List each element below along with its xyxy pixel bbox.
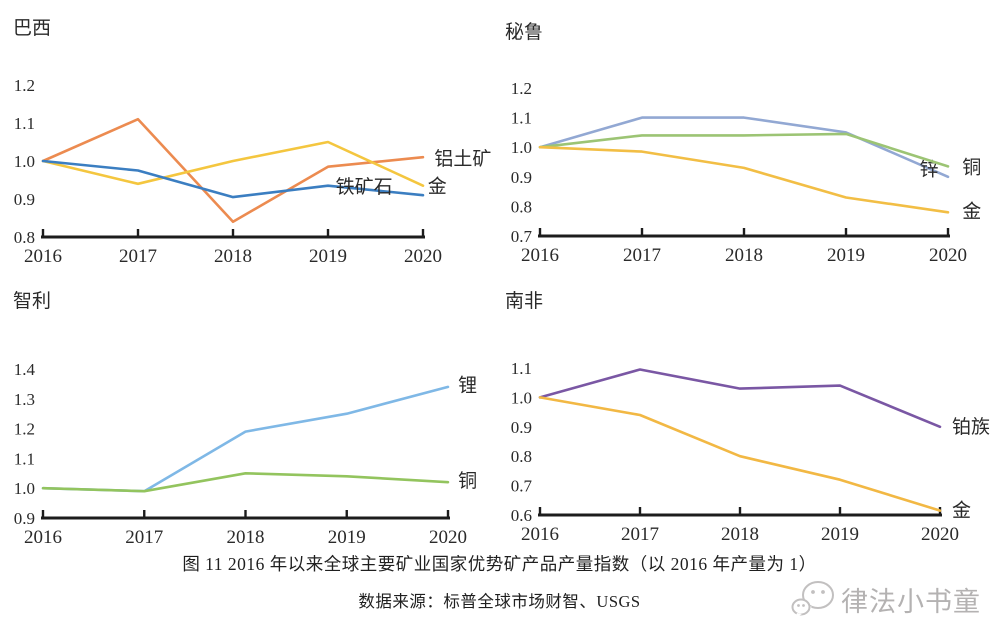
series-label: 铁矿石 xyxy=(336,176,393,198)
y-tick-label: 0.9 xyxy=(14,190,35,209)
y-tick-label: 1.4 xyxy=(14,360,36,379)
y-tick-label: 1.2 xyxy=(511,79,532,98)
y-tick-label: 0.9 xyxy=(511,168,532,187)
brazil-chart-canvas: 巴西 0.8 0.9 1.0 1.1 1.2 2016 2017 2018 2019 2020 铝土矿… xyxy=(13,18,491,267)
series-label: 金 xyxy=(952,500,971,522)
x-tick-label: 2018 xyxy=(725,245,763,266)
series-line xyxy=(538,116,950,179)
series-line xyxy=(538,368,942,429)
chart-chile: 智利 0.9 1.0 1.1 1.2 1.3 1.4 2016 2017 2018 2019 2020… xyxy=(0,285,500,555)
y-tick-label: 1.0 xyxy=(14,152,35,171)
watermark: 律法小书童 xyxy=(790,578,981,620)
series-line xyxy=(538,145,950,214)
chile-chart-canvas: 智利 0.9 1.0 1.1 1.2 1.3 1.4 2016 2017 2018 2019 2020… xyxy=(13,290,477,548)
chart-south-africa: 南非 0.6 0.7 0.8 0.9 1.0 1.1 2016 2017 2018 2019 2020… xyxy=(500,285,999,555)
data-source-caption: 数据来源：标普全球市场财智、USGS xyxy=(358,592,641,611)
chart-brazil: 巴西 0.8 0.9 1.0 1.1 1.2 2016 2017 2018 2019 2020 铝土矿… xyxy=(0,0,500,285)
series-line xyxy=(41,472,450,493)
x-tick-label: 2018 xyxy=(721,524,759,545)
y-tick-label: 1.1 xyxy=(511,109,532,128)
series-line xyxy=(41,140,425,187)
y-tick-label: 0.8 xyxy=(511,447,532,466)
series-label: 锌 xyxy=(919,158,938,180)
y-tick-label: 1.1 xyxy=(14,449,35,468)
figure-caption: 图 11 2016 年以来全球主要矿业国家优势矿产品产量指数（以 2016 年产… xyxy=(182,554,817,574)
chart-title: 南非 xyxy=(505,290,543,312)
y-tick-label: 0.8 xyxy=(511,197,532,216)
x-tick-label: 2017 xyxy=(125,527,163,548)
x-tick-label: 2019 xyxy=(328,527,366,548)
x-tick-label: 2018 xyxy=(227,527,265,548)
peru-chart-canvas: 秘鲁 0.7 0.8 0.9 1.0 1.1 1.2 2016 2017 2018 2019 2020… xyxy=(505,21,981,266)
x-tick-label: 2016 xyxy=(24,527,62,548)
y-tick-label: 1.1 xyxy=(511,359,532,378)
y-tick-label: 0.7 xyxy=(511,477,533,496)
y-tick-label: 1.2 xyxy=(14,420,35,439)
y-tick-label: 1.2 xyxy=(14,76,35,95)
chart-title: 智利 xyxy=(13,290,51,312)
x-tick-label: 2016 xyxy=(24,246,62,267)
y-tick-label: 0.9 xyxy=(14,509,35,528)
y-tick-label: 0.9 xyxy=(511,418,532,437)
x-tick-label: 2020 xyxy=(404,246,442,267)
x-tick-label: 2020 xyxy=(921,524,959,545)
wechat-mascot-icon xyxy=(791,581,834,618)
series-label: 铂族 xyxy=(952,416,990,438)
chart-title: 巴西 xyxy=(13,18,51,39)
series-label: 铝土矿 xyxy=(434,148,491,170)
x-tick-label: 2019 xyxy=(309,246,347,267)
south-africa-chart-canvas: 南非 0.6 0.7 0.8 0.9 1.0 1.1 2016 2017 2018 2019 2020… xyxy=(505,290,990,545)
series-line xyxy=(538,396,942,512)
y-tick-label: 0.6 xyxy=(511,506,532,525)
y-tick-label: 0.7 xyxy=(511,227,533,246)
series-line xyxy=(538,132,950,168)
x-tick-label: 2017 xyxy=(623,245,661,266)
x-tick-label: 2017 xyxy=(621,524,659,545)
y-tick-label: 0.8 xyxy=(14,228,35,247)
x-tick-label: 2018 xyxy=(214,246,252,267)
watermark-text: 律法小书童 xyxy=(841,586,981,617)
series-line xyxy=(41,385,450,493)
x-tick-label: 2020 xyxy=(429,527,467,548)
x-tick-label: 2017 xyxy=(119,246,157,267)
y-tick-label: 1.0 xyxy=(511,388,532,407)
series-label: 铜 xyxy=(962,156,981,178)
series-label: 铜 xyxy=(458,470,477,492)
y-tick-label: 1.1 xyxy=(14,114,35,133)
x-tick-label: 2016 xyxy=(521,245,559,266)
x-tick-label: 2020 xyxy=(929,245,967,266)
x-tick-label: 2019 xyxy=(827,245,865,266)
chart-peru: 秘鲁 0.7 0.8 0.9 1.0 1.1 1.2 2016 2017 2018 2019 2020… xyxy=(500,0,999,285)
y-tick-label: 1.3 xyxy=(14,390,35,409)
series-label: 锂 xyxy=(458,374,477,396)
y-tick-label: 1.0 xyxy=(511,138,532,157)
series-label: 金 xyxy=(428,175,447,197)
series-line xyxy=(41,117,425,224)
x-tick-label: 2019 xyxy=(821,524,859,545)
x-tick-label: 2016 xyxy=(521,524,559,545)
series-label: 金 xyxy=(962,200,981,222)
y-tick-label: 1.0 xyxy=(14,479,35,498)
chart-title: 秘鲁 xyxy=(505,21,543,43)
series-line xyxy=(41,159,425,199)
